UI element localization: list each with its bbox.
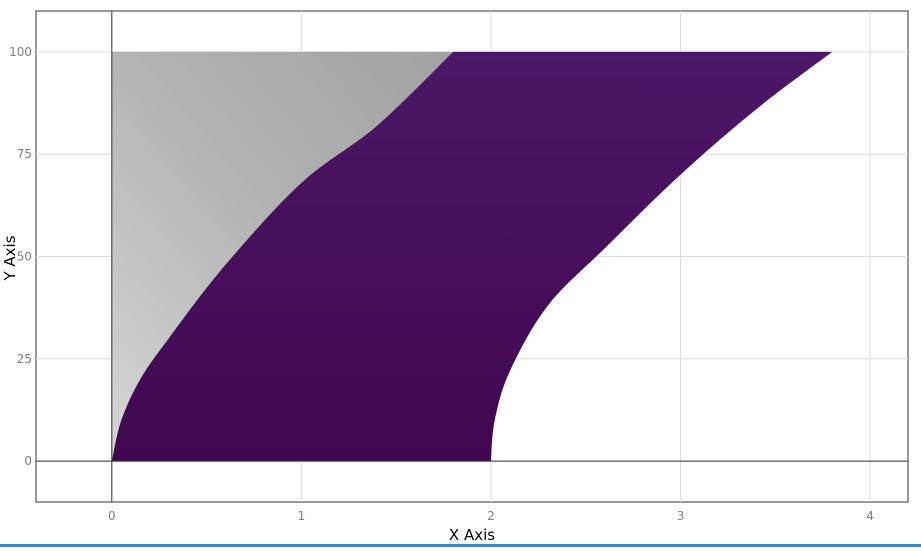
y-tick-label: 100 (9, 45, 32, 59)
x-tick-label: 2 (487, 509, 495, 523)
x-tick-label: 1 (298, 509, 306, 523)
y-tick-labels: 0 25 50 75 100 (9, 45, 32, 468)
x-tick-label: 0 (108, 509, 116, 523)
y-axis-label: Y Axis (1, 235, 19, 281)
gray-area-region (111, 51, 454, 462)
x-axis-label: X Axis (449, 526, 495, 544)
y-tick-label: 50 (17, 250, 32, 264)
y-tick-label: 25 (17, 352, 32, 366)
x-tick-label: 4 (866, 509, 874, 523)
x-tick-labels: 0 1 2 3 4 (108, 509, 874, 523)
y-tick-label: 0 (24, 454, 32, 468)
x-tick-label: 3 (677, 509, 685, 523)
window-bottom-border (0, 544, 921, 547)
purple-band-region (111, 51, 833, 462)
y-tick-label: 75 (17, 147, 32, 161)
